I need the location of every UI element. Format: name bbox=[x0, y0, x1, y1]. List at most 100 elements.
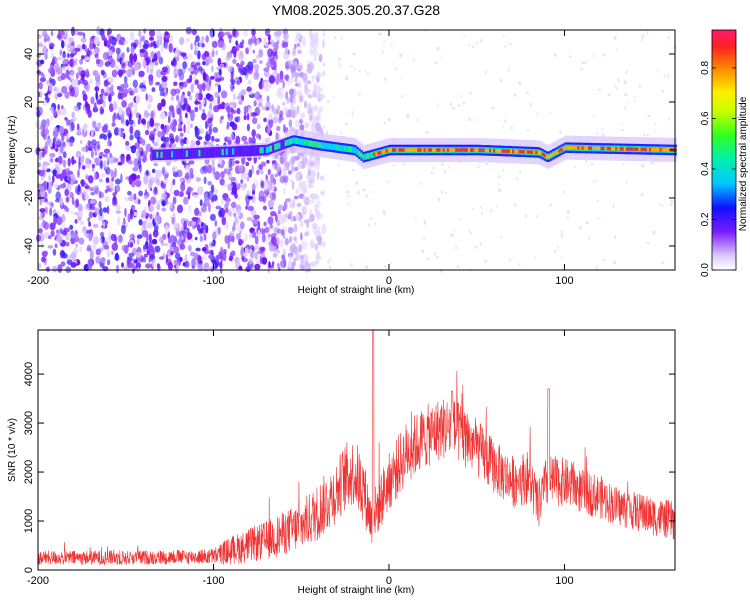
heatmap-cell bbox=[62, 141, 66, 149]
heatmap-cell bbox=[247, 195, 254, 200]
heatmap-cell bbox=[113, 115, 118, 120]
heatmap-cell bbox=[161, 66, 168, 73]
heatmap-cell bbox=[597, 217, 600, 220]
heatmap-cell bbox=[163, 139, 167, 149]
heatmap-cell bbox=[641, 35, 644, 39]
heatmap-cell bbox=[498, 188, 501, 192]
heatmap-cell bbox=[183, 97, 188, 107]
heatmap-cell bbox=[145, 129, 150, 136]
heatmap-cell bbox=[145, 218, 152, 224]
heatmap-cell bbox=[253, 245, 260, 251]
heatmap-cell bbox=[207, 94, 214, 102]
heatmap-cell bbox=[324, 142, 328, 150]
heatmap-cell bbox=[567, 210, 570, 214]
heatmap-cell bbox=[195, 35, 200, 43]
heatmap-cell bbox=[647, 115, 651, 118]
heatmap-cell bbox=[340, 37, 343, 40]
snr-x-ticks: -200 -100 0 100 bbox=[27, 330, 574, 587]
heatmap-cell bbox=[669, 203, 673, 206]
heatmap-cell bbox=[183, 148, 187, 160]
heatmap-cell bbox=[115, 65, 120, 72]
heatmap-cell bbox=[61, 85, 68, 94]
heatmap-cell bbox=[66, 133, 70, 142]
heatmap-cell bbox=[476, 148, 479, 152]
heatmap-cell bbox=[184, 260, 190, 268]
heatmap-cell bbox=[306, 68, 312, 74]
heatmap-cell bbox=[95, 58, 101, 65]
heatmap-cell bbox=[352, 146, 355, 153]
heatmap-cell bbox=[626, 70, 628, 72]
heatmap-cell bbox=[49, 157, 54, 163]
heatmap-cell bbox=[101, 33, 106, 41]
heatmap-cell bbox=[191, 216, 198, 222]
heatmap-cell bbox=[259, 147, 263, 154]
heatmap-cell bbox=[345, 76, 348, 80]
heatmap-cell bbox=[444, 192, 447, 194]
heatmap-cell bbox=[187, 148, 191, 159]
heatmap-cell bbox=[596, 146, 599, 150]
heatmap-cell bbox=[52, 169, 57, 175]
heatmap-cell bbox=[43, 232, 50, 239]
heatmap-cell bbox=[283, 33, 289, 41]
heatmap-cell bbox=[67, 157, 71, 167]
heatmap-cell bbox=[288, 211, 293, 216]
heatmap-cell bbox=[248, 169, 253, 178]
heatmap-cell bbox=[277, 262, 280, 269]
heatmap-cell bbox=[171, 151, 174, 158]
heatmap-cell bbox=[529, 103, 532, 107]
heatmap-cell bbox=[247, 38, 253, 46]
heatmap-cell bbox=[88, 232, 93, 242]
heatmap-cell bbox=[619, 147, 623, 151]
heatmap-cell bbox=[98, 178, 103, 183]
heatmap-cell bbox=[552, 152, 555, 156]
colorbar-ticks: 0.00.20.40.60.8 bbox=[700, 61, 736, 277]
heatmap-cell bbox=[243, 30, 249, 38]
heatmap-cell bbox=[86, 49, 93, 56]
heatmap-cell bbox=[193, 67, 199, 75]
heatmap-cell bbox=[617, 147, 620, 151]
heatmap-cell bbox=[558, 149, 562, 153]
heatmap-cell bbox=[95, 256, 101, 264]
heatmap-cell bbox=[218, 158, 222, 165]
heatmap-cell bbox=[292, 245, 298, 254]
heatmap-cell bbox=[514, 149, 517, 154]
heatmap-cell bbox=[504, 119, 507, 123]
heatmap-cell bbox=[238, 44, 244, 49]
heatmap-cell bbox=[67, 52, 70, 59]
heatmap-cell bbox=[88, 211, 94, 219]
heatmap-cell bbox=[160, 44, 164, 53]
heatmap-cell bbox=[290, 109, 298, 118]
heatmap-cell bbox=[231, 185, 238, 195]
heatmap-cell bbox=[451, 148, 454, 152]
heatmap-cell bbox=[313, 32, 320, 37]
heatmap-cell bbox=[184, 253, 188, 262]
heatmap-cell bbox=[65, 207, 70, 213]
heatmap-cell bbox=[267, 146, 271, 153]
heatmap-cell bbox=[92, 236, 99, 245]
heatmap-cell bbox=[89, 78, 93, 83]
heatmap-cell bbox=[293, 236, 297, 242]
heatmap-cell bbox=[94, 86, 100, 92]
heatmap-cell bbox=[383, 149, 387, 154]
heatmap-cell bbox=[587, 237, 591, 240]
heatmap-cell bbox=[310, 261, 317, 267]
heatmap-cell bbox=[293, 91, 298, 95]
heatmap-cell bbox=[146, 249, 150, 256]
heatmap-cell bbox=[214, 171, 221, 181]
heatmap-cell bbox=[252, 49, 255, 54]
heatmap-cell bbox=[596, 265, 598, 270]
heatmap-cell bbox=[78, 105, 81, 110]
heatmap-cell bbox=[205, 225, 209, 234]
heatmap-cell bbox=[196, 147, 199, 159]
heatmap-cell bbox=[48, 235, 52, 240]
heatmap-cells bbox=[35, 25, 677, 274]
heatmap-cell bbox=[140, 37, 144, 41]
heatmap-cell bbox=[438, 198, 441, 202]
heatmap-cell bbox=[251, 145, 254, 156]
heatmap-cell bbox=[395, 67, 397, 70]
heatmap-cell bbox=[438, 148, 442, 152]
heatmap-cell bbox=[577, 146, 580, 150]
heatmap-cell bbox=[508, 68, 510, 72]
heatmap-cell bbox=[107, 28, 112, 35]
heatmap-cell bbox=[141, 229, 149, 238]
